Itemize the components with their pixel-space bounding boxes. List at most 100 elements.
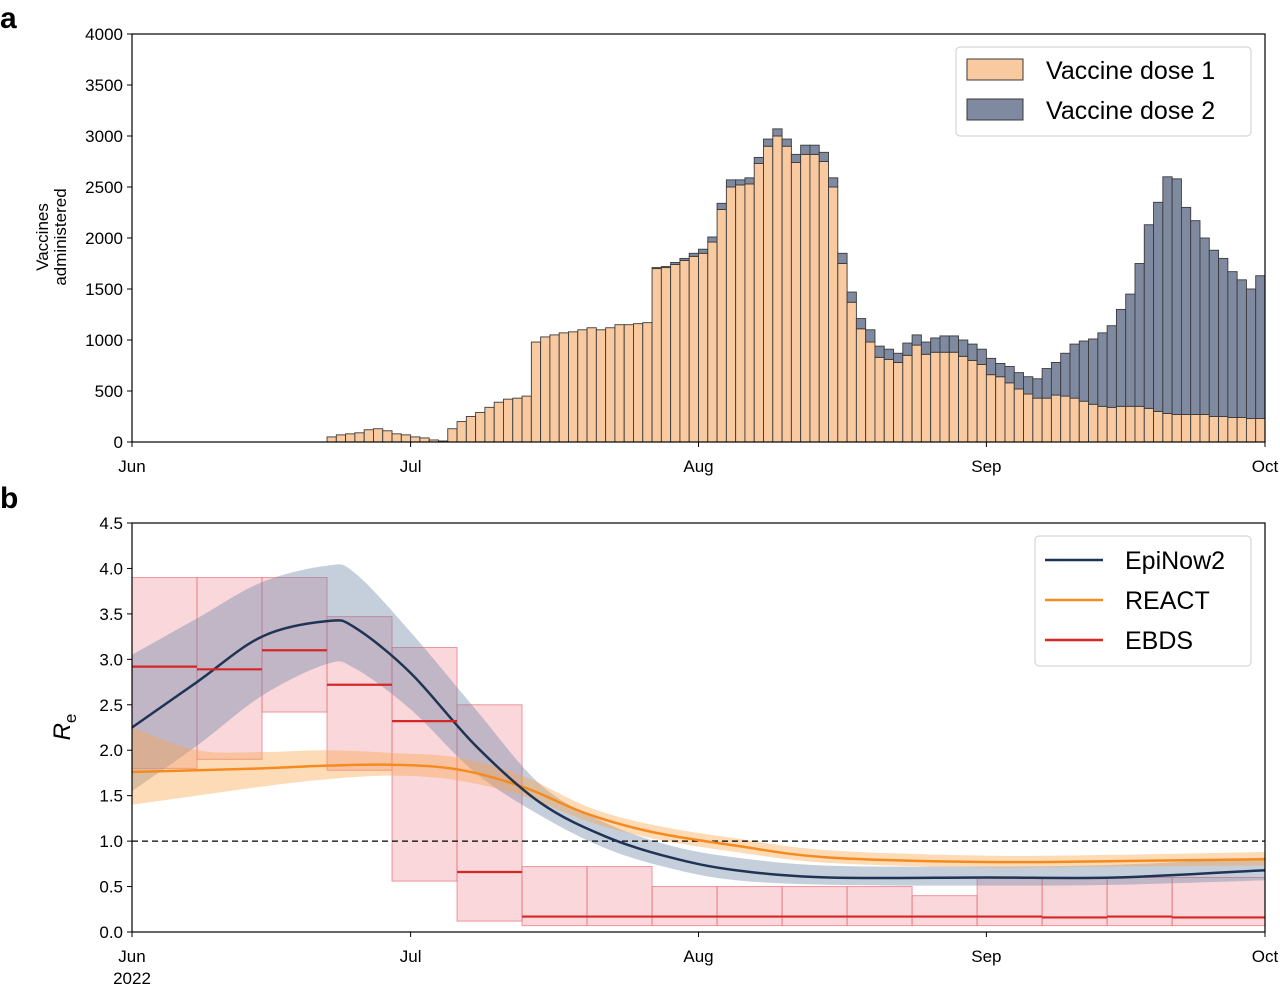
legend-swatch [966, 58, 1024, 81]
dose1-bar [503, 398, 514, 443]
x-tick-label: Jun [118, 457, 145, 476]
ebds-ci-box [781, 886, 848, 927]
dose1-bar [1208, 416, 1220, 443]
dose1-bar [1097, 405, 1108, 443]
y-axis-label-line: administered [51, 188, 70, 285]
dose2-bar [1199, 237, 1210, 415]
y-tick-label: 4.0 [99, 559, 123, 578]
dose2-bar [1134, 263, 1145, 407]
dose2-bar [707, 236, 718, 243]
legend-label: EpiNow2 [1125, 547, 1225, 575]
legend-label: Vaccine dose 1 [1046, 57, 1215, 85]
dose2-bar [855, 318, 867, 330]
dose2-bar [809, 144, 820, 155]
dose2-bar [1069, 343, 1080, 399]
dose1-bar [1106, 406, 1117, 443]
dose2-bar [865, 329, 876, 343]
dose1-bar [1245, 418, 1257, 443]
dose1-bar [809, 153, 820, 443]
dose1-bar [735, 184, 746, 443]
dose1-bar [753, 163, 764, 443]
dose2-bar [995, 363, 1006, 378]
ebds-ci-box [132, 577, 198, 769]
dose1-bar [958, 355, 969, 443]
dose1-bar [419, 437, 430, 443]
dose2-bar [1245, 288, 1257, 419]
dose1-bar [716, 208, 727, 443]
dose1-bar [781, 145, 792, 443]
panel-a-plot-frame [131, 33, 1266, 443]
dose2-bar [698, 248, 709, 254]
dose1-bar [1134, 405, 1145, 443]
dose2-bar [967, 343, 978, 361]
dose2-bar [1227, 271, 1238, 418]
epinow2-line [132, 618, 1265, 880]
panel-a-label: a [0, 2, 17, 35]
dose1-bar [1190, 414, 1201, 443]
y-tick-label: 2.0 [99, 741, 123, 760]
legend-swatch [966, 98, 1024, 121]
dose1-bar [530, 341, 542, 443]
dose2-bar [1060, 352, 1071, 397]
dose2-bar [846, 291, 857, 303]
panel-a-legend: Vaccine dose 1 Vaccine dose 2 [955, 46, 1252, 137]
dose1-bar [883, 358, 894, 443]
dose2-bar [958, 339, 969, 357]
dose2-bar [763, 138, 774, 147]
dose2-bar [772, 128, 783, 137]
dose1-bar [577, 329, 588, 443]
dose1-bar [920, 353, 932, 443]
dose2-bar [781, 138, 792, 147]
dose1-bar [345, 433, 356, 443]
dose2-bar [1208, 249, 1220, 417]
dose2-bar [716, 202, 727, 210]
dose1-bar [1023, 393, 1034, 443]
y-tick-label: 3.0 [99, 650, 123, 669]
legend-box [1034, 535, 1252, 667]
dose1-bar [475, 411, 486, 443]
dose2-bar [800, 144, 811, 155]
dose1-bar [568, 331, 579, 443]
dose2-bar [660, 266, 672, 269]
dose1-bar [1004, 382, 1015, 443]
dose1-bar [373, 428, 384, 443]
dose1-bar [335, 434, 347, 443]
dose2-bar [688, 252, 699, 257]
y-tick-label: 500 [95, 382, 123, 401]
dose1-bar [893, 361, 904, 443]
dose1-bar [763, 145, 774, 443]
dose1-bar [456, 421, 467, 443]
y-tick-label: 1.5 [99, 787, 123, 806]
legend-box [955, 46, 1252, 137]
dose1-bar [911, 344, 922, 443]
dose2-bar [1236, 279, 1247, 418]
dose1-bar [484, 406, 495, 443]
dose1-bar [1115, 405, 1127, 443]
legend-label: Vaccine dose 2 [1046, 97, 1215, 125]
dose1-bar [1162, 412, 1173, 443]
ebds-ci-box [456, 704, 523, 922]
dose2-bar [1125, 293, 1136, 407]
dose1-bar [1199, 414, 1210, 443]
ebds-ci-box [911, 895, 978, 927]
legend-label: REACT [1125, 587, 1210, 615]
dose2-bar [753, 156, 764, 164]
dose2-bar [874, 345, 885, 358]
dose1-bar [382, 430, 393, 443]
dose1-bar [651, 268, 662, 443]
dose1-bar [1050, 394, 1062, 443]
dose1-bar [688, 255, 699, 443]
y-tick-label: 2000 [85, 229, 123, 248]
dose1-bar [586, 327, 597, 443]
dose1-bar [1041, 397, 1052, 443]
dose2-bar [670, 262, 681, 265]
panel-b-y-axis-label: Re [49, 714, 80, 741]
y-tick-label: 3.5 [99, 605, 123, 624]
dose1-bar [1236, 417, 1247, 443]
x-tick-label: Oct [1252, 457, 1279, 476]
dose1-bar [614, 324, 625, 443]
dose1-bar [391, 433, 402, 443]
dose1-bar [410, 436, 421, 443]
dose2-bar [948, 335, 959, 353]
